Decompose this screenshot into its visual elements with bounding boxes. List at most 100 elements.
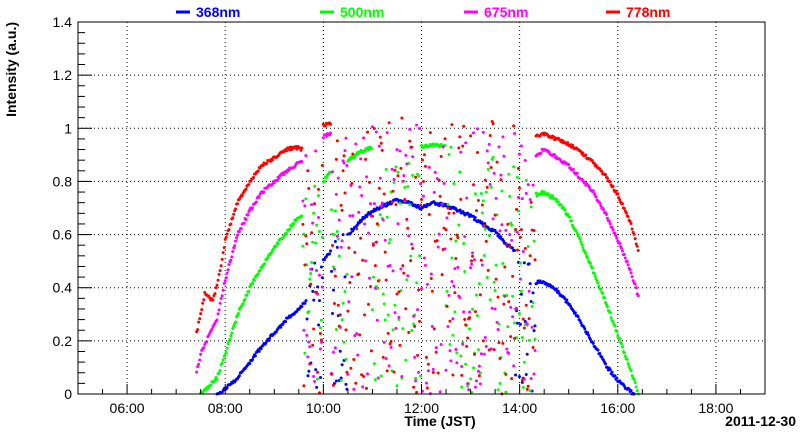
data-point: [570, 143, 574, 147]
data-point: [504, 390, 508, 394]
data-point: [420, 198, 423, 202]
data-point: [235, 202, 239, 206]
data-point: [465, 196, 469, 200]
data-point: [279, 325, 283, 329]
data-point: [423, 263, 427, 267]
data-point: [348, 281, 352, 284]
data-point: [341, 169, 345, 173]
data-point: [399, 267, 403, 271]
data-point: [339, 245, 343, 249]
data-point: [379, 204, 383, 208]
data-point: [299, 148, 303, 152]
data-point: [210, 327, 214, 331]
data-point: [629, 369, 633, 373]
data-point: [307, 310, 311, 314]
data-point: [603, 296, 607, 300]
data-point: [330, 372, 334, 376]
data-point: [344, 328, 348, 332]
data-point: [608, 311, 612, 315]
data-point: [452, 211, 456, 215]
data-point: [217, 371, 221, 375]
data-point: [578, 237, 582, 241]
data-point: [408, 203, 412, 207]
data-point: [459, 150, 463, 154]
data-point: [516, 230, 519, 234]
data-point: [409, 259, 413, 263]
y-tick-label: 0.6: [53, 227, 73, 243]
data-point: [479, 258, 483, 262]
data-point: [329, 122, 333, 126]
data-point: [362, 375, 366, 379]
data-point: [336, 176, 340, 180]
data-point: [515, 306, 519, 310]
data-point: [437, 232, 441, 236]
data-point: [357, 272, 361, 276]
data-point: [527, 338, 531, 342]
data-point: [319, 340, 323, 344]
data-point: [314, 241, 318, 245]
data-point: [526, 384, 530, 388]
data-point: [217, 272, 221, 276]
data-point: [477, 282, 481, 286]
data-point: [528, 389, 532, 393]
data-point: [456, 265, 460, 269]
data-point: [512, 124, 516, 128]
data-point: [474, 379, 478, 383]
data-point: [393, 311, 397, 315]
data-point: [488, 298, 492, 302]
data-point: [490, 306, 494, 310]
data-point: [439, 155, 443, 159]
data-point: [470, 259, 474, 263]
data-point: [414, 376, 418, 380]
data-point: [333, 274, 337, 278]
data-point: [462, 241, 466, 245]
data-point: [608, 368, 612, 372]
data-point: [494, 196, 498, 200]
data-point: [245, 293, 249, 297]
y-tick-label: 0.2: [53, 333, 73, 349]
data-point: [219, 297, 223, 300]
data-point: [362, 136, 366, 140]
data-point: [424, 355, 428, 359]
data-point: [518, 322, 522, 326]
data-point: [411, 173, 415, 177]
data-point: [353, 334, 357, 338]
data-point: [404, 153, 408, 157]
data-point: [393, 303, 397, 307]
data-point: [456, 236, 460, 240]
data-point: [391, 328, 395, 332]
data-point: [231, 216, 235, 220]
data-point: [472, 366, 476, 370]
data-point: [361, 258, 365, 262]
data-point: [488, 134, 492, 138]
data-point: [599, 287, 603, 291]
data-point: [484, 344, 488, 348]
data-point: [605, 305, 609, 309]
data-point: [318, 326, 322, 330]
data-point: [335, 139, 339, 143]
data-point: [515, 207, 519, 211]
data-point: [464, 141, 468, 145]
data-point: [246, 213, 250, 217]
data-point: [510, 377, 514, 381]
data-point: [444, 228, 448, 232]
data-point: [390, 200, 394, 204]
data-point: [301, 222, 305, 226]
data-point: [313, 184, 317, 188]
data-point: [611, 184, 615, 188]
data-point: [343, 275, 347, 279]
data-point: [476, 199, 480, 203]
data-point: [408, 127, 412, 131]
data-point: [503, 265, 507, 269]
data-point: [443, 137, 447, 141]
data-point: [448, 343, 452, 347]
data-point: [396, 174, 400, 178]
data-point: [213, 292, 217, 296]
data-point: [395, 148, 399, 152]
data-point: [484, 239, 488, 243]
data-point: [427, 212, 431, 216]
data-point: [529, 200, 533, 204]
data-point: [243, 297, 247, 301]
data-point: [228, 337, 232, 341]
data-point: [308, 345, 312, 349]
